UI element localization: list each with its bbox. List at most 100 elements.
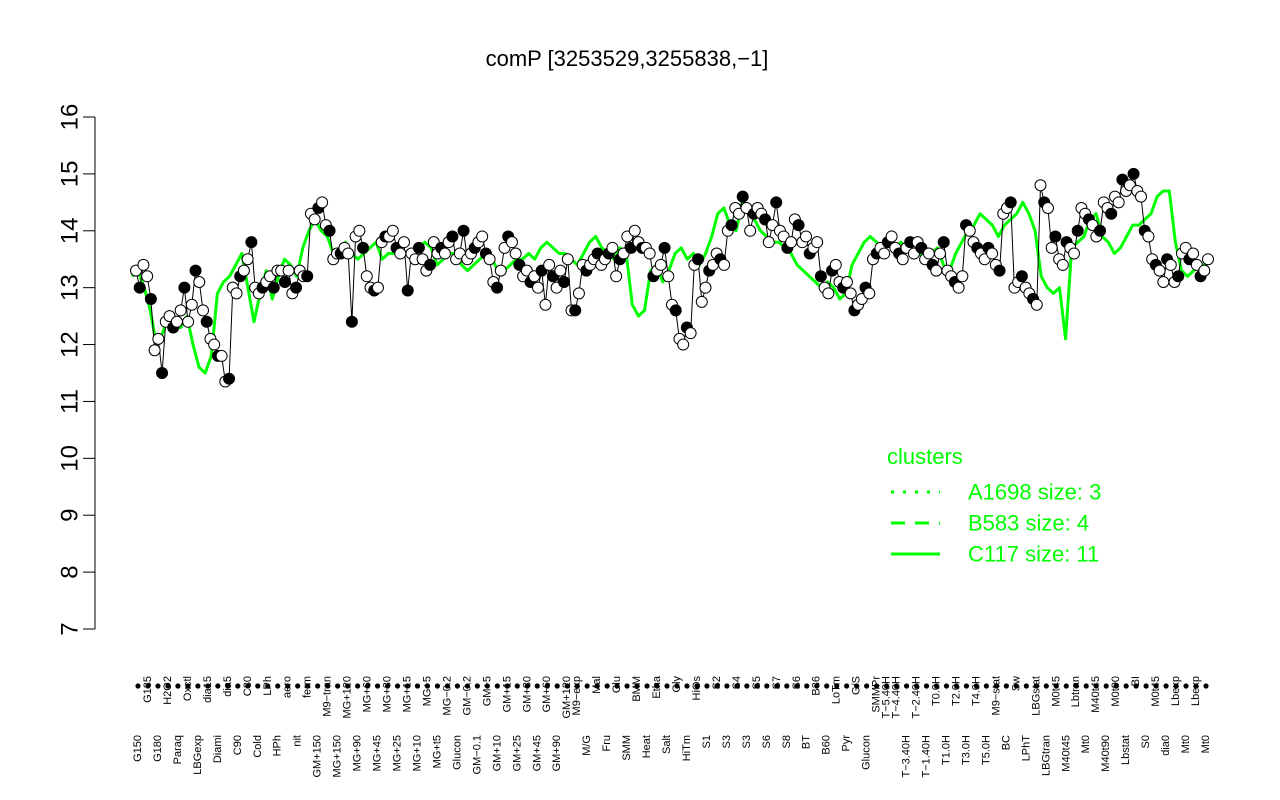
x-tick-mark xyxy=(953,683,960,689)
x-tick-label: Lbexp xyxy=(1170,676,1182,706)
data-point xyxy=(241,253,254,266)
x-tick-label: S1 xyxy=(701,735,713,748)
x-tick-label: BC xyxy=(1000,735,1012,750)
x-tick-label: GM−0.2 xyxy=(461,676,473,715)
x-tick-label: BT xyxy=(801,735,813,749)
x-tick-mark xyxy=(963,683,970,689)
data-point xyxy=(412,241,425,254)
x-tick-mark xyxy=(1053,683,1059,689)
x-tick-mark xyxy=(574,683,580,689)
x-tick-label: LPh xyxy=(262,676,274,696)
data-point xyxy=(695,295,708,308)
data-point xyxy=(543,258,556,271)
x-tick-label: M9−stat xyxy=(990,676,1002,715)
x-tick-mark xyxy=(903,683,910,689)
x-tick-mark xyxy=(494,683,500,689)
x-tick-mark xyxy=(514,683,520,689)
data-point xyxy=(1142,230,1155,243)
x-tick-label: T3.0H xyxy=(960,735,972,765)
x-tick-mark xyxy=(265,683,271,689)
data-point xyxy=(189,264,202,277)
x-tick-mark xyxy=(1133,683,1139,689)
x-tick-mark xyxy=(564,683,570,689)
y-tick-label: 15 xyxy=(57,161,84,188)
legend-label: B583 size: 4 xyxy=(968,511,1089,536)
x-tick-label: ferm xyxy=(302,676,314,698)
data-point xyxy=(811,236,824,249)
x-tick-label: Mt0 xyxy=(1180,735,1192,753)
x-axis: G150 G135 G180 H2O2 Paraq Oxctl LBGexp dia15 Dia… xyxy=(132,675,1212,777)
x-tick-mark xyxy=(664,683,670,689)
x-tick-label: dia15 xyxy=(202,676,214,703)
data-point xyxy=(1049,230,1062,243)
x-tick-label: M40t45 xyxy=(1090,676,1102,713)
x-tick-label: G150 xyxy=(132,735,144,762)
x-tick-mark xyxy=(594,683,600,689)
x-tick-label: G135 xyxy=(142,676,154,703)
x-tick-label: Pyr xyxy=(841,735,853,752)
x-tick-mark xyxy=(684,683,690,689)
data-point xyxy=(509,247,522,260)
data-point xyxy=(606,241,619,254)
x-tick-mark xyxy=(215,683,221,689)
x-tick-mark xyxy=(734,683,740,689)
x-tick-mark xyxy=(1013,683,1019,689)
x-tick-mark xyxy=(844,683,850,689)
x-tick-mark xyxy=(1043,683,1049,689)
x-tick-mark xyxy=(1193,683,1199,689)
x-tick-mark xyxy=(764,683,770,689)
x-tick-mark xyxy=(1173,683,1179,689)
x-tick-label: M/G xyxy=(581,735,593,756)
x-tick-mark xyxy=(285,683,291,689)
x-tick-label: Heat xyxy=(641,735,653,758)
x-tick-mark xyxy=(1083,683,1089,689)
x-tick-mark xyxy=(165,683,171,689)
x-tick-label: nit xyxy=(292,735,304,747)
x-tick-label: S0 xyxy=(1140,735,1152,748)
data-point xyxy=(1034,179,1047,192)
data-point xyxy=(386,224,399,237)
data-point xyxy=(193,275,206,288)
data-point xyxy=(840,275,853,288)
x-tick-label: M0t45 xyxy=(1150,676,1162,707)
data-point xyxy=(1015,270,1028,283)
x-tick-mark xyxy=(434,683,441,689)
x-tick-mark xyxy=(235,683,241,689)
data-point xyxy=(278,275,291,288)
x-tick-mark xyxy=(834,683,840,689)
x-tick-label: Lbtran xyxy=(1070,676,1082,707)
x-tick-label: HiOs xyxy=(691,676,703,701)
x-tick-mark xyxy=(943,683,950,689)
x-tick-mark xyxy=(864,683,870,689)
data-point xyxy=(323,224,336,237)
data-point xyxy=(885,230,898,243)
data-point xyxy=(1030,298,1043,311)
x-tick-label: T5.0H xyxy=(980,735,992,765)
x-tick-label: Mt0 xyxy=(1200,735,1212,753)
data-point xyxy=(282,264,295,277)
data-point xyxy=(956,270,969,283)
data-point xyxy=(208,338,221,351)
x-tick-label: MG+25 xyxy=(392,735,404,771)
x-tick-mark xyxy=(754,683,760,689)
data-point xyxy=(1198,264,1211,277)
x-tick-label: BI xyxy=(1130,676,1142,686)
x-tick-label: GM+45 xyxy=(531,735,543,771)
y-tick-label: 10 xyxy=(57,445,84,472)
x-tick-label: G180 xyxy=(152,735,164,762)
x-tick-label: GM+120 xyxy=(561,676,573,719)
x-tick-label: MG+15 xyxy=(401,676,413,712)
x-tick-mark xyxy=(883,683,890,689)
data-point xyxy=(401,284,414,297)
x-tick-label: M0t45 xyxy=(1050,676,1062,707)
data-point xyxy=(398,236,410,249)
x-tick-label: B36 xyxy=(811,676,823,696)
x-tick-mark xyxy=(225,683,231,689)
legend-label: C117 size: 11 xyxy=(968,542,1099,567)
data-point xyxy=(156,367,169,379)
data-point xyxy=(152,332,165,345)
x-tick-label: LBGexp xyxy=(192,735,204,775)
data-point xyxy=(658,241,671,254)
x-tick-label: Etha xyxy=(651,675,663,699)
data-point xyxy=(654,258,667,271)
